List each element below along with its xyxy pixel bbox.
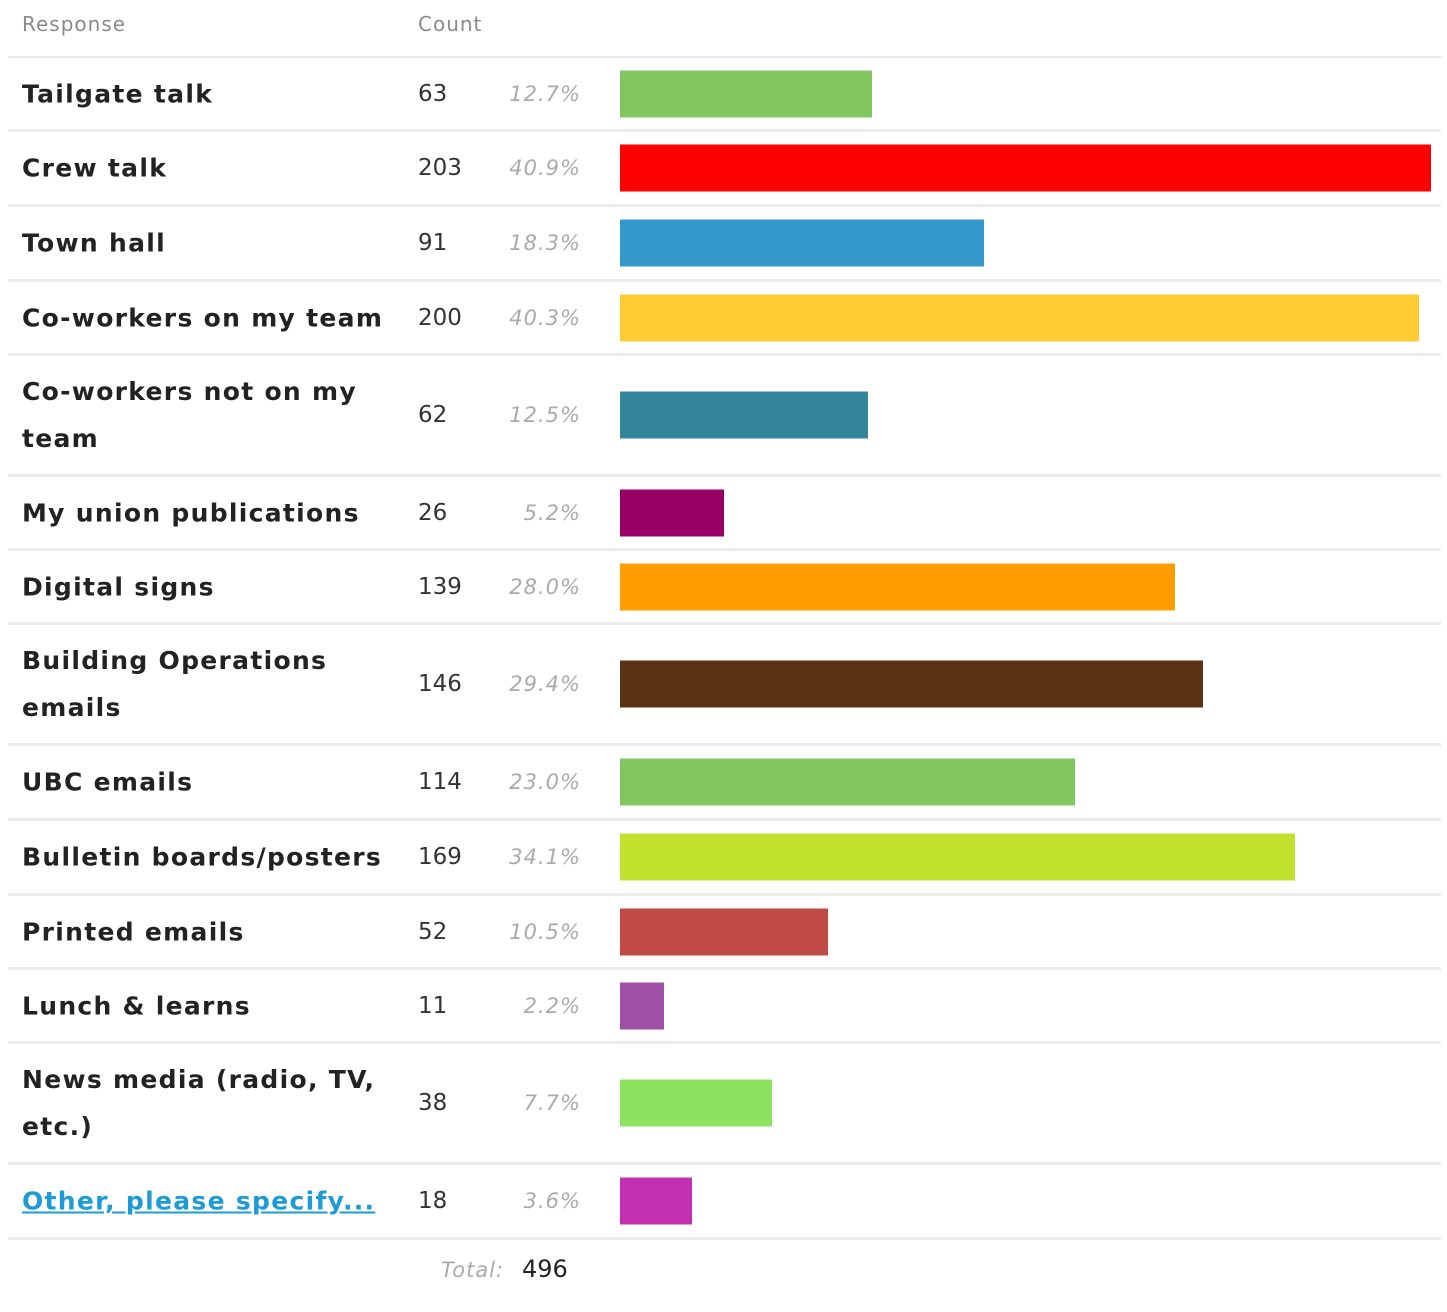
response-percent: 40.9% (509, 156, 581, 180)
response-label: Building Operations emails (22, 646, 328, 722)
response-label: Co-workers not on my team (22, 377, 357, 453)
response-percent: 40.3% (509, 305, 581, 330)
table-row: Co-workers on my team 200 40.3% (8, 282, 1441, 356)
response-bar (620, 1177, 692, 1225)
response-count: 200 (418, 304, 462, 331)
response-label: Tailgate talk (22, 79, 214, 108)
response-column-header: Response (22, 12, 127, 36)
table-row: My union publications 26 5.2% (8, 477, 1441, 551)
response-count: 139 (418, 573, 462, 600)
response-percent: 34.1% (509, 845, 581, 869)
response-label: Lunch & learns (22, 991, 251, 1020)
bar-chart-rows: Tailgate talk 63 12.7% Crew talk 203 40.9% Tow… (8, 58, 1441, 1240)
table-row: Other, please specify... 18 3.6% (8, 1165, 1441, 1240)
table-row: Tailgate talk 63 12.7% (8, 58, 1441, 132)
response-count: 146 (418, 671, 462, 697)
response-label: UBC emails (22, 767, 194, 797)
response-count: 62 (418, 402, 448, 428)
response-bar (620, 70, 872, 117)
response-count: 11 (418, 992, 448, 1019)
response-count: 91 (418, 230, 448, 256)
response-label: Printed emails (22, 917, 245, 946)
response-percent: 5.2% (523, 500, 581, 525)
table-row: Printed emails 52 10.5% (8, 896, 1441, 970)
response-count: 63 (418, 80, 448, 107)
response-label: Co-workers on my team (22, 303, 384, 332)
table-row: Bulletin boards/posters 169 34.1% (8, 821, 1441, 896)
response-percent: 3.6% (523, 1189, 581, 1213)
response-percent: 28.0% (509, 574, 581, 599)
response-bar (620, 489, 724, 536)
response-count: 18 (418, 1188, 448, 1214)
response-bar (620, 982, 664, 1029)
response-bar (620, 833, 1295, 881)
response-count: 203 (418, 155, 462, 181)
total-label: Total: (441, 1258, 505, 1282)
response-bar (620, 1079, 772, 1127)
response-count: 38 (418, 1090, 448, 1116)
response-percent: 2.2% (523, 993, 581, 1018)
response-count: 114 (418, 769, 462, 795)
table-header: Response Count (8, 0, 1441, 58)
table-row: Lunch & learns 11 2.2% (8, 970, 1441, 1044)
results-table: Response Count Tailgate talk 63 12.7% Crew … (8, 0, 1441, 1300)
table-row: Co-workers not on my team 62 12.5% (8, 356, 1441, 477)
response-bar (620, 660, 1203, 708)
count-column-header: Count (418, 12, 483, 36)
response-bar (620, 758, 1075, 806)
other-responses-link[interactable]: Other, please specify... (22, 1186, 376, 1216)
total-row: Total: 496 (8, 1240, 1441, 1300)
table-row: Town hall 91 18.3% (8, 207, 1441, 282)
response-label: My union publications (22, 498, 360, 527)
response-percent: 7.7% (523, 1091, 581, 1115)
response-bar (620, 144, 1431, 192)
response-label: Bulletin boards/posters (22, 842, 383, 872)
response-percent: 12.5% (509, 403, 581, 427)
response-bar (620, 294, 1419, 341)
response-label: Town hall (22, 228, 167, 258)
response-bar (620, 219, 984, 267)
response-percent: 23.0% (509, 770, 581, 794)
response-count: 169 (418, 844, 462, 870)
response-label: Digital signs (22, 572, 215, 601)
response-label: Crew talk (22, 153, 168, 183)
response-percent: 29.4% (509, 672, 581, 696)
table-row: Building Operations emails 146 29.4% (8, 625, 1441, 746)
response-bar (620, 908, 828, 955)
response-bar (620, 563, 1175, 610)
table-row: Crew talk 203 40.9% (8, 132, 1441, 207)
response-bar (620, 391, 868, 439)
response-count: 52 (418, 918, 448, 945)
table-row: News media (radio, TV, etc.) 38 7.7% (8, 1044, 1441, 1165)
response-percent: 18.3% (509, 231, 581, 255)
response-percent: 10.5% (509, 919, 581, 944)
response-count: 26 (418, 499, 448, 526)
table-row: Digital signs 139 28.0% (8, 551, 1441, 625)
table-row: UBC emails 114 23.0% (8, 746, 1441, 821)
response-label: News media (radio, TV, etc.) (22, 1065, 376, 1141)
response-percent: 12.7% (509, 81, 581, 106)
total-value: 496 (522, 1255, 568, 1283)
